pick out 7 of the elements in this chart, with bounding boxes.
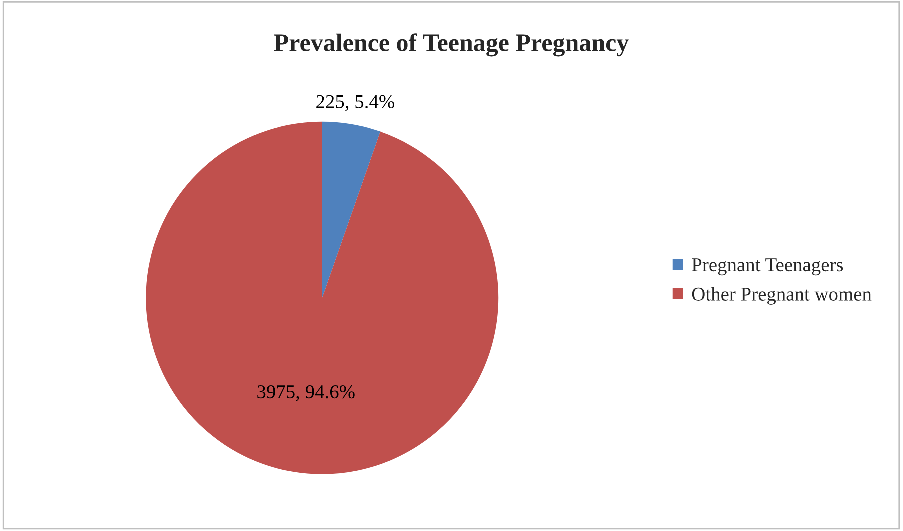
pie-slice bbox=[146, 122, 499, 474]
chart-title: Prevalence of Teenage Pregnancy bbox=[274, 34, 629, 57]
legend-label: Pregnant Teenagers bbox=[692, 258, 844, 276]
legend-label: Other Pregnant women bbox=[692, 287, 872, 305]
data-label: 225, 5.4% bbox=[316, 95, 394, 112]
data-label: 3975, 94.6% bbox=[258, 385, 355, 402]
pie-slice bbox=[322, 122, 381, 298]
